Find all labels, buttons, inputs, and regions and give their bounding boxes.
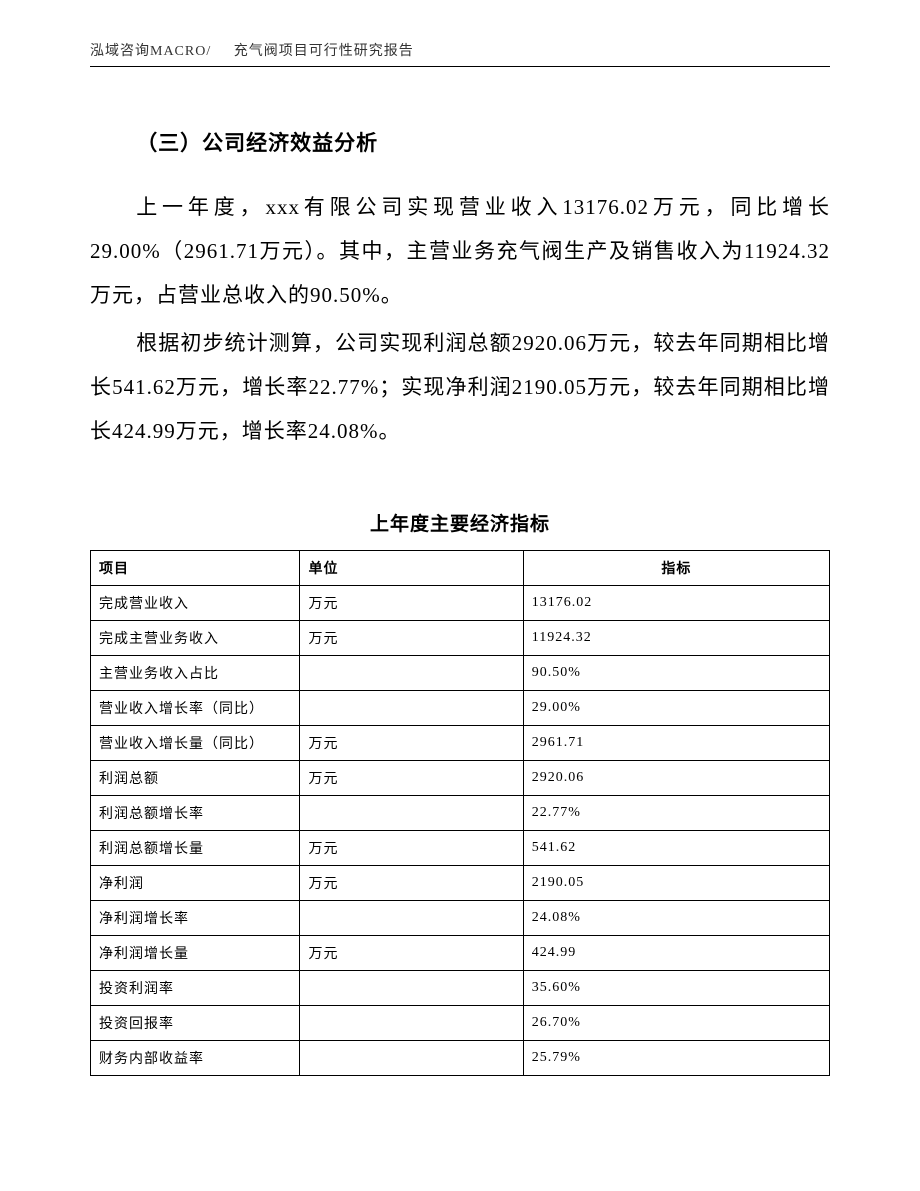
document-page: 泓域咨询MACRO/ 充气阀项目可行性研究报告 （三）公司经济效益分析 上一年度… (0, 0, 920, 1191)
cell-item: 完成主营业务收入 (91, 620, 300, 655)
col-header-value: 指标 (523, 550, 829, 585)
economic-indicators-table: 项目 单位 指标 完成营业收入 万元 13176.02 完成主营业务收入 万元 … (90, 550, 830, 1076)
table-header-row: 项目 单位 指标 (91, 550, 830, 585)
table-row: 营业收入增长量（同比） 万元 2961.71 (91, 725, 830, 760)
table-row: 完成营业收入 万元 13176.02 (91, 585, 830, 620)
section-heading: （三）公司经济效益分析 (90, 127, 830, 157)
cell-item: 营业收入增长率（同比） (91, 690, 300, 725)
cell-item: 利润总额增长量 (91, 830, 300, 865)
table-row: 净利润 万元 2190.05 (91, 865, 830, 900)
body-paragraph-1: 上一年度，xxx有限公司实现营业收入13176.02万元，同比增长29.00%（… (90, 185, 830, 317)
cell-item: 投资回报率 (91, 1005, 300, 1040)
table-row: 净利润增长率 24.08% (91, 900, 830, 935)
table-row: 投资回报率 26.70% (91, 1005, 830, 1040)
cell-unit (300, 970, 523, 1005)
cell-unit (300, 1040, 523, 1075)
cell-unit (300, 655, 523, 690)
cell-value: 35.60% (523, 970, 829, 1005)
table-row: 主营业务收入占比 90.50% (91, 655, 830, 690)
table-row: 财务内部收益率 25.79% (91, 1040, 830, 1075)
cell-value: 2190.05 (523, 865, 829, 900)
page-header: 泓域咨询MACRO/ 充气阀项目可行性研究报告 (90, 40, 830, 67)
cell-value: 541.62 (523, 830, 829, 865)
cell-value: 13176.02 (523, 585, 829, 620)
table-title: 上年度主要经济指标 (90, 509, 830, 536)
cell-unit: 万元 (300, 760, 523, 795)
body-paragraph-2: 根据初步统计测算，公司实现利润总额2920.06万元，较去年同期相比增长541.… (90, 321, 830, 453)
cell-unit (300, 690, 523, 725)
cell-unit: 万元 (300, 725, 523, 760)
cell-unit (300, 795, 523, 830)
cell-value: 90.50% (523, 655, 829, 690)
table-row: 投资利润率 35.60% (91, 970, 830, 1005)
col-header-item: 项目 (91, 550, 300, 585)
cell-unit: 万元 (300, 830, 523, 865)
cell-item: 净利润增长率 (91, 900, 300, 935)
cell-item: 投资利润率 (91, 970, 300, 1005)
cell-item: 净利润增长量 (91, 935, 300, 970)
header-company: 泓域咨询MACRO/ (90, 44, 211, 59)
cell-value: 22.77% (523, 795, 829, 830)
cell-value: 24.08% (523, 900, 829, 935)
table-row: 净利润增长量 万元 424.99 (91, 935, 830, 970)
cell-item: 利润总额增长率 (91, 795, 300, 830)
cell-value: 11924.32 (523, 620, 829, 655)
cell-unit (300, 900, 523, 935)
cell-item: 净利润 (91, 865, 300, 900)
table-row: 营业收入增长率（同比） 29.00% (91, 690, 830, 725)
table-row: 完成主营业务收入 万元 11924.32 (91, 620, 830, 655)
header-title: 充气阀项目可行性研究报告 (234, 44, 414, 59)
cell-value: 2961.71 (523, 725, 829, 760)
table-row: 利润总额增长量 万元 541.62 (91, 830, 830, 865)
cell-item: 完成营业收入 (91, 585, 300, 620)
cell-unit: 万元 (300, 620, 523, 655)
cell-item: 主营业务收入占比 (91, 655, 300, 690)
cell-value: 26.70% (523, 1005, 829, 1040)
cell-unit: 万元 (300, 935, 523, 970)
cell-item: 营业收入增长量（同比） (91, 725, 300, 760)
cell-unit: 万元 (300, 585, 523, 620)
cell-unit: 万元 (300, 865, 523, 900)
cell-value: 25.79% (523, 1040, 829, 1075)
cell-value: 2920.06 (523, 760, 829, 795)
cell-item: 财务内部收益率 (91, 1040, 300, 1075)
cell-value: 424.99 (523, 935, 829, 970)
table-row: 利润总额 万元 2920.06 (91, 760, 830, 795)
cell-unit (300, 1005, 523, 1040)
table-row: 利润总额增长率 22.77% (91, 795, 830, 830)
col-header-unit: 单位 (300, 550, 523, 585)
cell-item: 利润总额 (91, 760, 300, 795)
table-body: 完成营业收入 万元 13176.02 完成主营业务收入 万元 11924.32 … (91, 585, 830, 1075)
cell-value: 29.00% (523, 690, 829, 725)
